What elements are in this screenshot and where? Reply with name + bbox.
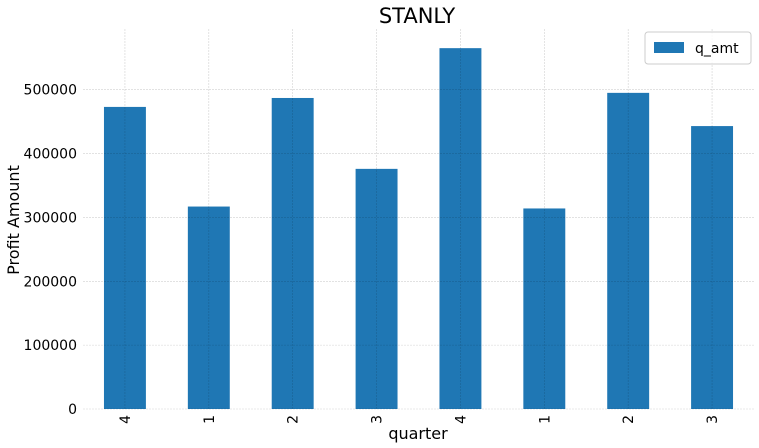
y-axis-title: Profit Amount	[4, 165, 23, 275]
y-tick-label: 0	[68, 402, 77, 418]
x-tick-label: 2	[286, 415, 302, 424]
bar-4	[355, 168, 398, 409]
y-tick-label: 300000	[24, 210, 77, 226]
y-axis-ticks: 0 100000 200000 300000 400000 500000	[24, 83, 77, 418]
bar-3	[271, 97, 314, 409]
x-tick-label: 1	[202, 415, 218, 424]
x-tick-label: 4	[118, 415, 134, 424]
x-tick-label: 3	[705, 415, 721, 424]
x-tick-label: 1	[537, 415, 553, 424]
x-tick-label: 2	[621, 415, 637, 424]
bar-8	[691, 126, 734, 410]
grid-overlay	[83, 29, 754, 410]
y-tick-label: 400000	[24, 147, 77, 163]
bars-group	[103, 48, 734, 410]
legend-swatch	[654, 42, 684, 53]
x-axis-ticks: 4 1 2 3 4 1 2 3	[118, 415, 721, 424]
legend-box	[644, 31, 752, 65]
x-axis-title: quarter	[388, 424, 448, 443]
bar-1	[103, 106, 146, 410]
y-tick-label: 100000	[24, 338, 77, 354]
bar-6	[523, 208, 566, 409]
legend: q_amt	[644, 31, 752, 65]
chart-title: STANLY	[379, 4, 456, 28]
legend-label: q_amt	[695, 41, 739, 57]
bar-2	[187, 206, 230, 409]
y-tick-label: 500000	[24, 83, 77, 99]
y-tick-label: 200000	[24, 274, 77, 290]
bar-7	[607, 92, 650, 410]
x-tick-label: 4	[453, 415, 469, 424]
x-tick-label: 3	[370, 415, 386, 424]
bar-5	[439, 48, 482, 409]
